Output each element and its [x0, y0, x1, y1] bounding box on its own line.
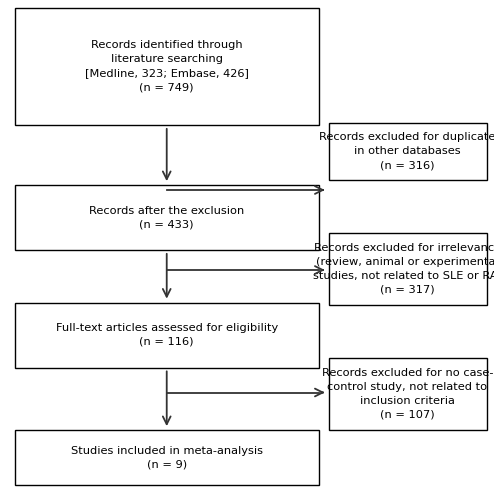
Bar — [15, 8, 319, 125]
Bar — [329, 232, 487, 305]
Bar — [15, 185, 319, 250]
Text: Full-text articles assessed for eligibility
(n = 116): Full-text articles assessed for eligibil… — [56, 323, 278, 347]
Bar — [329, 122, 487, 180]
Text: Studies included in meta-analysis
(n = 9): Studies included in meta-analysis (n = 9… — [71, 446, 263, 469]
Bar — [15, 302, 319, 368]
Text: Records identified through
literature searching
[Medline, 323; Embase, 426]
(n =: Records identified through literature se… — [85, 40, 248, 92]
Text: Records excluded for irrelevance
(review, animal or experimental
studies, not re: Records excluded for irrelevance (review… — [313, 243, 494, 294]
Text: Records excluded for duplicate
in other databases
(n = 316): Records excluded for duplicate in other … — [319, 132, 494, 170]
Bar — [15, 430, 319, 485]
Text: Records excluded for no case-
control study, not related to
inclusion criteria
(: Records excluded for no case- control st… — [322, 368, 494, 420]
Text: Records after the exclusion
(n = 433): Records after the exclusion (n = 433) — [89, 206, 245, 230]
Bar — [329, 358, 487, 430]
